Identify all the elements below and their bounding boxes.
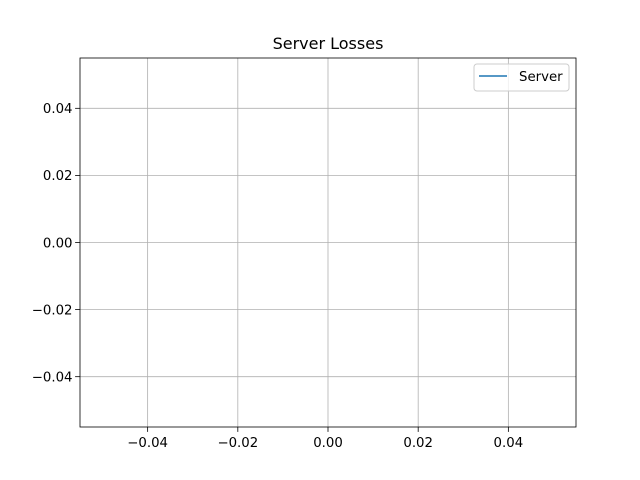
- y-tick-label: −0.02: [32, 303, 73, 318]
- y-tick-label: 0.02: [43, 169, 73, 184]
- x-tick-label: 0.04: [494, 436, 524, 451]
- plot-area: [79, 57, 577, 428]
- x-axis: −0.04 −0.02 0.00 0.02 0.04: [127, 427, 523, 451]
- x-tick-label: −0.04: [127, 436, 168, 451]
- x-tick-label: 0.02: [403, 436, 433, 451]
- grid-lines: [80, 58, 576, 427]
- x-tick-label: 0.00: [313, 436, 343, 451]
- legend-box: [473, 63, 570, 92]
- legend-label: Server: [519, 70, 563, 85]
- y-tick-label: −0.04: [32, 370, 73, 385]
- y-axis: −0.04 −0.02 0.00 0.02 0.04: [32, 102, 80, 385]
- y-tick-label: 0.00: [43, 236, 73, 251]
- x-tick-label: −0.02: [217, 436, 258, 451]
- legend: Server: [473, 63, 570, 92]
- chart-title: Server Losses: [273, 34, 384, 53]
- y-tick-label: 0.04: [43, 102, 73, 117]
